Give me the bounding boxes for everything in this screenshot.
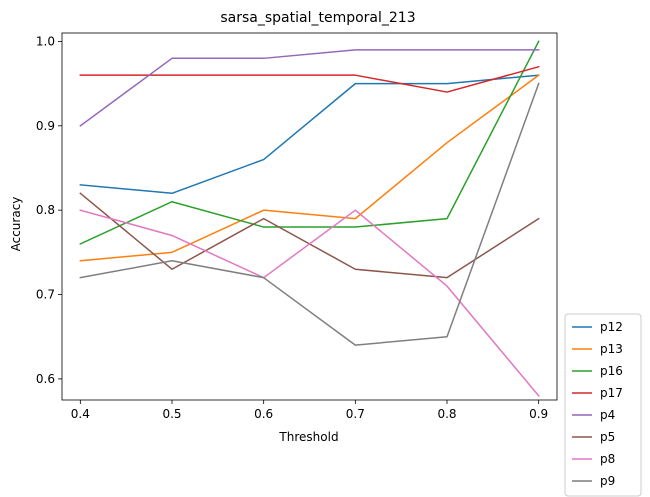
series-line-p17 — [79, 65, 540, 93]
legend-label-p5: p5 — [600, 430, 615, 444]
x-tick-label: 0.7 — [346, 407, 365, 421]
x-tick-label: 0.5 — [162, 407, 181, 421]
series-line-p4 — [79, 49, 540, 127]
legend-label-p17: p17 — [600, 386, 623, 400]
y-tick-label: 0.8 — [36, 203, 55, 217]
series-line-p8 — [79, 209, 540, 397]
legend-label-p8: p8 — [600, 452, 615, 466]
legend-label-p12: p12 — [600, 320, 623, 334]
y-tick-label: 1.0 — [36, 34, 55, 48]
y-tick-label: 0.6 — [36, 372, 55, 386]
x-tick-label: 0.4 — [71, 407, 90, 421]
legend-label-p4: p4 — [600, 408, 615, 422]
series-line-p9 — [79, 82, 540, 346]
series-line-p12 — [79, 74, 540, 195]
series-line-p16 — [79, 40, 540, 245]
legend: p12 p13 p16 p17 p4 p5 p8 p9 — [564, 313, 642, 497]
legend-box — [564, 313, 642, 497]
x-tick-label: 0.6 — [254, 407, 273, 421]
y-tick-label: 0.7 — [36, 288, 55, 302]
plot-area: 0.4 0.5 0.6 0.7 0.8 0.9 0.6 0.7 0.8 0.9 1.0 — [36, 32, 558, 421]
y-axis-label: Accuracy — [9, 197, 23, 252]
legend-label-p13: p13 — [600, 342, 623, 356]
legend-label-p9: p9 — [600, 474, 615, 488]
y-tick-label: 0.9 — [36, 119, 55, 133]
x-axis-label: Threshold — [278, 430, 338, 444]
x-tick-label: 0.9 — [529, 407, 548, 421]
x-tick-label: 0.8 — [437, 407, 456, 421]
legend-label-p16: p16 — [600, 364, 623, 378]
axes-frame — [61, 32, 558, 401]
chart-title: sarsa_spatial_temporal_213 — [220, 10, 415, 26]
series-line-p13 — [79, 74, 540, 262]
